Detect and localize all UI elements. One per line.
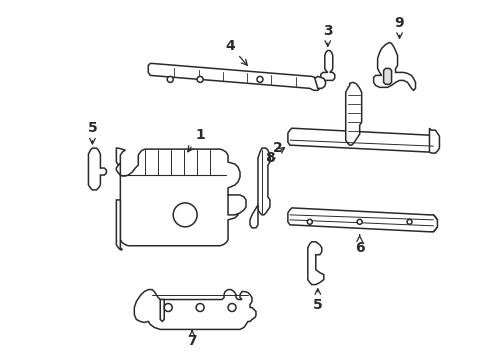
Circle shape [406, 219, 411, 224]
Polygon shape [249, 205, 258, 228]
Text: 8: 8 [264, 148, 284, 165]
Circle shape [173, 203, 197, 227]
Circle shape [197, 76, 203, 82]
Polygon shape [160, 300, 164, 321]
Polygon shape [88, 148, 106, 190]
Polygon shape [258, 148, 269, 215]
Text: 5: 5 [87, 121, 97, 144]
Circle shape [196, 303, 203, 311]
Text: 3: 3 [322, 23, 332, 46]
Text: 7: 7 [187, 331, 197, 348]
Polygon shape [428, 128, 439, 153]
Circle shape [306, 219, 312, 224]
Text: 1: 1 [187, 128, 204, 152]
Text: 9: 9 [394, 15, 404, 39]
Polygon shape [314, 76, 325, 88]
Polygon shape [287, 208, 437, 232]
Circle shape [356, 219, 362, 224]
Polygon shape [148, 63, 321, 90]
Circle shape [227, 303, 236, 311]
Text: 4: 4 [224, 39, 247, 65]
Polygon shape [116, 148, 125, 165]
Circle shape [256, 76, 263, 82]
Circle shape [167, 76, 173, 82]
Polygon shape [116, 149, 240, 246]
Text: 6: 6 [354, 235, 364, 255]
Polygon shape [134, 289, 255, 329]
Polygon shape [383, 68, 391, 84]
Text: 5: 5 [312, 289, 322, 311]
Polygon shape [373, 42, 415, 90]
Polygon shape [116, 200, 122, 250]
Text: 2: 2 [269, 141, 282, 162]
Circle shape [164, 303, 172, 311]
Polygon shape [320, 50, 334, 80]
Polygon shape [345, 82, 361, 145]
Polygon shape [227, 195, 245, 215]
Polygon shape [307, 242, 323, 285]
Polygon shape [287, 128, 437, 152]
